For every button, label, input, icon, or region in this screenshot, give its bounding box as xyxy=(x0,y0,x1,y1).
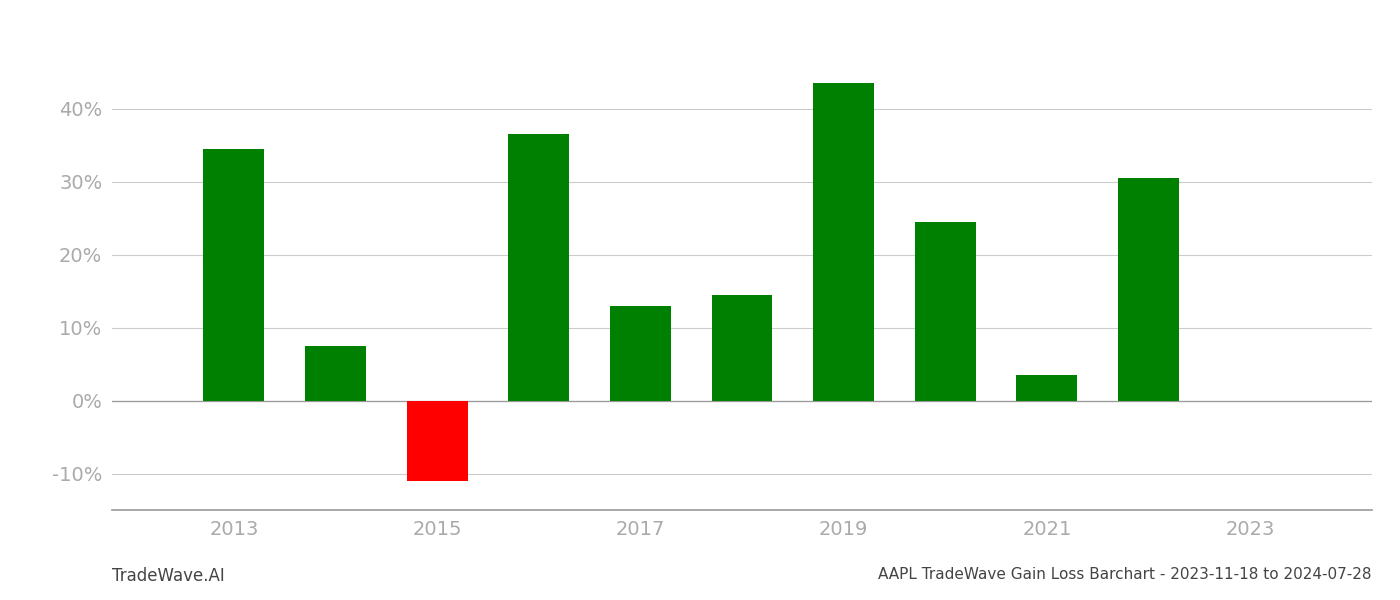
Bar xyxy=(1016,375,1078,401)
Text: TradeWave.AI: TradeWave.AI xyxy=(112,567,225,585)
Bar xyxy=(406,401,468,481)
Bar xyxy=(813,83,874,401)
Text: AAPL TradeWave Gain Loss Barchart - 2023-11-18 to 2024-07-28: AAPL TradeWave Gain Loss Barchart - 2023… xyxy=(879,567,1372,582)
Bar xyxy=(914,222,976,401)
Bar xyxy=(305,346,365,401)
Bar xyxy=(508,134,570,401)
Bar xyxy=(1119,178,1179,401)
Bar xyxy=(203,149,265,401)
Bar xyxy=(610,306,671,401)
Bar xyxy=(711,295,773,401)
